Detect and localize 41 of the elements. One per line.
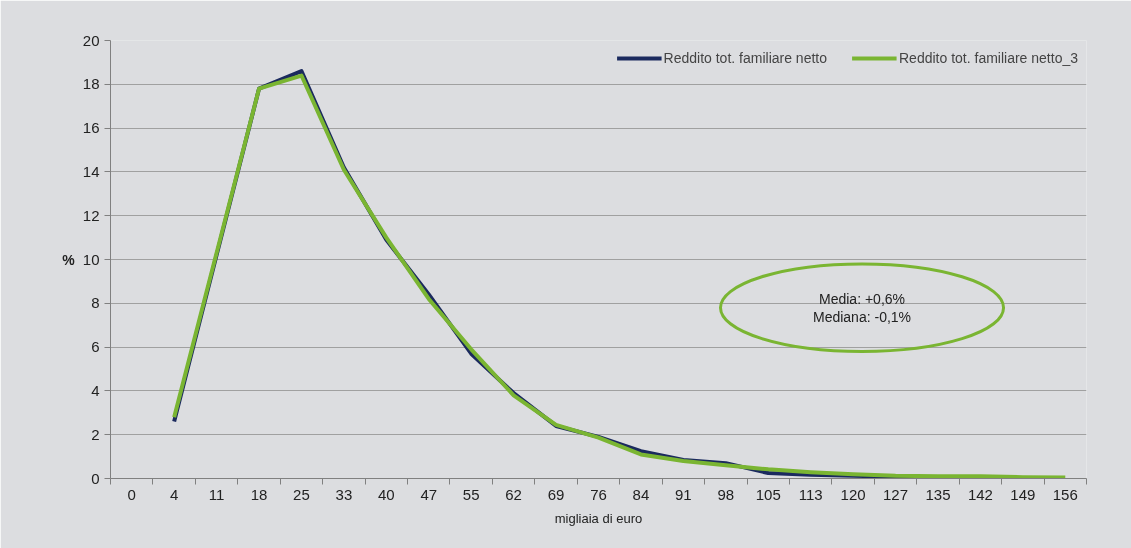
x-tick-label: 98 — [717, 485, 735, 503]
x-tick-label: 40 — [377, 485, 395, 503]
x-axis-title: migliaia di euro — [554, 510, 643, 526]
y-tick-label: 10 — [82, 250, 100, 268]
x-tick-label: 62 — [505, 485, 522, 503]
legend-label: Reddito tot. familiare netto_3 — [899, 50, 1078, 66]
y-tick-label: 12 — [82, 206, 100, 224]
x-tick-label: 55 — [462, 485, 480, 503]
y-tick-label: 2 — [91, 425, 100, 443]
x-tick-label: 113 — [798, 485, 823, 503]
x-tick-label: 149 — [1010, 485, 1036, 503]
y-tick-label: 0 — [91, 469, 100, 487]
y-tick-label: 4 — [91, 381, 100, 399]
x-tick-label: 69 — [547, 485, 565, 503]
x-tick-label: 33 — [335, 485, 353, 503]
x-tick-label: 47 — [420, 485, 438, 503]
x-tick-label: 91 — [675, 485, 692, 503]
x-tick-label: 4 — [169, 485, 179, 503]
annotation: Mediana: -0,1% — [812, 308, 912, 325]
x-tick-label: 76 — [590, 485, 607, 503]
y-tick-label: 14 — [82, 162, 100, 180]
line-series — [172, 73, 1068, 479]
x-tick-label: 142 — [967, 485, 993, 503]
y-tick-label: 6 — [91, 338, 100, 356]
legend-label: Reddito tot. familiare netto — [663, 50, 827, 66]
y-tick-label: 18 — [82, 75, 100, 93]
x-tick-label: 135 — [925, 485, 951, 503]
x-tick-label: 84 — [632, 485, 650, 503]
x-tick-label: 25 — [293, 485, 310, 503]
y-tick-label: 20 — [82, 31, 100, 49]
x-tick-label: 11 — [208, 485, 225, 503]
y-tick-label: 16 — [82, 119, 100, 137]
x-tick-label: 127 — [883, 485, 909, 503]
y-tick-label: 8 — [91, 294, 100, 312]
x-tick-label: 0 — [127, 485, 136, 503]
x-tick-label: 18 — [250, 485, 268, 503]
x-tick-label: 120 — [840, 485, 866, 503]
x-tick-label: 156 — [1052, 485, 1078, 503]
x-tick-label: 105 — [755, 485, 781, 503]
y-axis-title: % — [62, 251, 76, 268]
annotation: Media: +0,6% — [819, 290, 906, 307]
